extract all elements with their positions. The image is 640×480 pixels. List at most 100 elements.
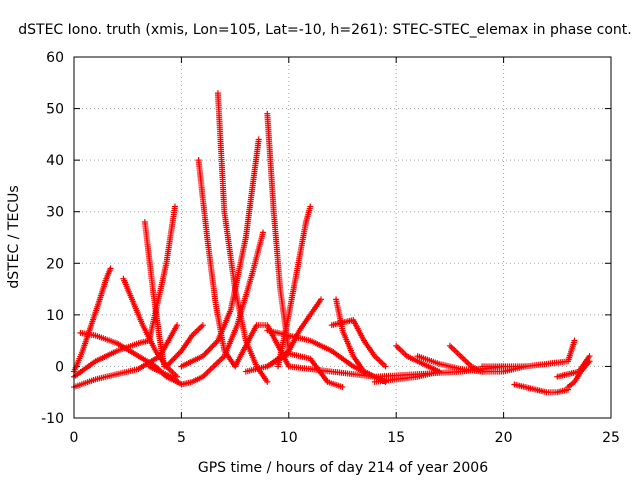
- data-marker-trail: [287, 351, 312, 362]
- data-marker-trail: [264, 112, 277, 213]
- data-marker-trail: [243, 323, 259, 348]
- data-point: [479, 368, 486, 375]
- data-point: [307, 203, 314, 210]
- data-marker-trail: [576, 354, 592, 373]
- data-marker-trail: [142, 221, 157, 296]
- gridlines: [74, 57, 611, 418]
- data-marker-trail: [556, 387, 570, 395]
- data-marker-trail: [523, 384, 538, 393]
- data-marker-trail: [534, 387, 548, 395]
- x-tick-label: 10: [280, 430, 298, 446]
- data-marker-trail: [270, 210, 284, 291]
- data-marker-trail: [330, 349, 355, 369]
- data-marker-trail: [140, 324, 158, 353]
- data-point: [264, 378, 271, 385]
- data-series: [71, 265, 114, 375]
- data-marker-trail: [287, 363, 333, 375]
- data-marker-trail: [72, 377, 97, 390]
- data-marker-trail: [215, 308, 234, 342]
- data-marker-trail: [88, 298, 103, 327]
- data-marker-trail: [157, 339, 167, 368]
- data-point: [586, 353, 593, 360]
- data-marker-trail: [438, 361, 462, 372]
- data-series: [554, 353, 593, 380]
- plot-frame: [73, 56, 612, 419]
- data-series: [511, 381, 572, 396]
- data-marker-trail: [373, 354, 387, 368]
- data-point: [171, 203, 178, 210]
- data-marker-trail: [448, 344, 463, 358]
- data-marker-trail: [416, 359, 430, 369]
- data-marker-trail: [556, 371, 570, 380]
- data-point: [339, 384, 346, 391]
- data-series: [446, 342, 486, 375]
- data-series: [328, 317, 389, 370]
- data-marker-trail: [147, 364, 172, 379]
- data-marker-trail: [80, 324, 94, 353]
- data-marker-trail: [234, 272, 255, 327]
- data-point: [107, 265, 114, 272]
- data-marker-trail: [212, 354, 226, 368]
- data-marker-trail: [308, 298, 323, 317]
- y-tick-label: 30: [46, 205, 64, 221]
- data-marker-trail: [373, 376, 398, 385]
- y-axis-label: dSTEC / TECUs: [6, 185, 22, 288]
- data-marker-trail: [243, 138, 262, 239]
- data-marker-trail: [150, 293, 163, 342]
- data-marker-trail: [195, 159, 210, 239]
- data-marker-trail: [545, 358, 570, 367]
- data-marker-trail: [286, 267, 301, 316]
- data-point: [255, 136, 262, 143]
- x-tick-label: 25: [602, 430, 620, 446]
- data-series: [163, 322, 206, 370]
- data-marker-trail: [180, 353, 205, 369]
- y-tick-label: -10: [41, 411, 64, 427]
- data-marker-trail: [459, 354, 473, 368]
- data-series: [479, 337, 578, 370]
- data-marker-trail: [94, 348, 119, 364]
- y-tick-label: 60: [46, 50, 64, 66]
- data-marker-trail: [394, 344, 409, 358]
- data-point: [260, 229, 267, 236]
- y-tick-label: 40: [46, 153, 64, 169]
- y-tick-label: 0: [55, 359, 64, 375]
- data-marker-trail: [201, 364, 216, 379]
- data-marker-trail: [297, 313, 313, 332]
- data-marker-trail: [513, 381, 527, 390]
- data-marker-trail: [395, 373, 419, 383]
- data-marker-trail: [179, 334, 194, 353]
- data-marker-trail: [351, 354, 366, 373]
- data-marker-trail: [326, 379, 344, 390]
- data-marks: [71, 90, 593, 396]
- y-tick-label: 50: [46, 102, 64, 118]
- x-tick-label: 15: [387, 430, 405, 446]
- y-tick-label: 20: [46, 256, 64, 272]
- data-marker-trail: [470, 364, 484, 374]
- axis-ticks: 0 5 10 15 20 25 -10 0 10 20 30 40 50 60: [41, 50, 620, 446]
- data-point: [571, 337, 578, 344]
- data-marker-trail: [72, 359, 97, 379]
- data-point: [382, 363, 389, 370]
- data-marker-trail: [416, 353, 441, 367]
- data-marker-trail: [232, 344, 248, 368]
- data-marker-trail: [190, 374, 205, 385]
- data-marker-trail: [405, 353, 419, 364]
- data-series: [71, 203, 178, 380]
- x-tick-label: 5: [177, 430, 186, 446]
- data-point: [199, 322, 206, 329]
- data-marker-trail: [287, 332, 312, 344]
- data-marker-trail: [190, 323, 205, 338]
- data-series: [214, 90, 271, 385]
- x-tick-label: 20: [495, 430, 513, 446]
- data-marker-trail: [221, 210, 238, 291]
- data-marker-trail: [169, 374, 183, 387]
- x-axis-label: GPS time / hours of day 214 of year 2006: [198, 460, 488, 476]
- data-series: [371, 368, 443, 385]
- data-marker-trail: [115, 366, 140, 377]
- chart-title: dSTEC Iono. truth (xmis, Lon=105, Lat=-1…: [18, 22, 631, 38]
- data-marker-trail: [215, 92, 228, 213]
- x-tick-label: 0: [70, 430, 79, 446]
- data-marker-trail: [481, 363, 505, 370]
- data-marker-trail: [294, 220, 309, 270]
